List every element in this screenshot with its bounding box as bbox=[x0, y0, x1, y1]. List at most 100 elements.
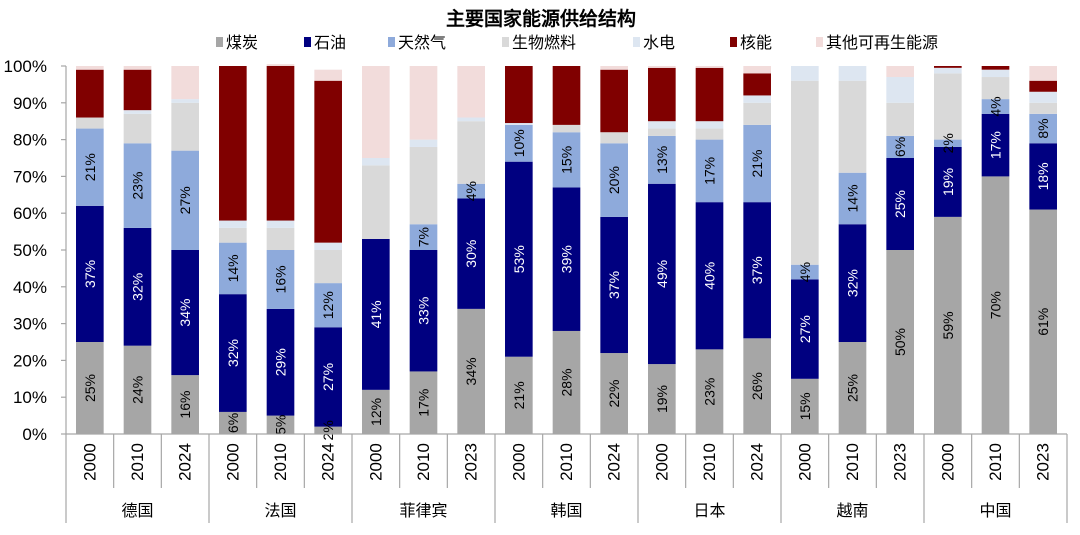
legend-swatch bbox=[304, 37, 311, 47]
bar-segment bbox=[648, 364, 676, 434]
bar-segment bbox=[123, 143, 152, 228]
bar-segment bbox=[552, 330, 581, 434]
legend-swatch bbox=[730, 37, 737, 47]
bar-segment bbox=[981, 113, 1010, 177]
bar-segment bbox=[171, 102, 199, 151]
bar-segment bbox=[1029, 80, 1057, 92]
bar-segment bbox=[838, 342, 867, 434]
data-label: 30% bbox=[463, 240, 479, 268]
data-label: 37% bbox=[606, 271, 622, 299]
bar-stack: 2% 27% 12% bbox=[314, 69, 342, 440]
bar-segment bbox=[648, 183, 676, 365]
legend-label: 水电 bbox=[643, 33, 675, 52]
bar-segment bbox=[409, 139, 438, 147]
bar-segment bbox=[838, 80, 867, 173]
bar-segment bbox=[695, 66, 724, 68]
bar-segment bbox=[219, 220, 247, 228]
x-group-label: 德国 bbox=[121, 501, 153, 520]
bar-segment bbox=[791, 378, 819, 434]
data-label: 24% bbox=[130, 376, 146, 404]
bar-segment bbox=[314, 69, 342, 81]
bar-segment bbox=[505, 123, 533, 125]
bar-stack: 70% 17% 4% bbox=[981, 66, 1010, 434]
bar-segment bbox=[552, 124, 581, 133]
bar-segment bbox=[76, 66, 104, 70]
data-label: 4% bbox=[797, 262, 813, 282]
bar-segment bbox=[219, 227, 247, 243]
data-label: 27% bbox=[320, 363, 336, 391]
x-group-label: 法国 bbox=[264, 501, 296, 520]
data-label: 17% bbox=[988, 131, 1004, 159]
data-label: 50% bbox=[892, 328, 908, 356]
data-label: 19% bbox=[940, 168, 956, 196]
bar-segment bbox=[123, 110, 152, 114]
bar-segment bbox=[1029, 209, 1057, 434]
bar-segment bbox=[409, 371, 438, 434]
data-label: 28% bbox=[559, 368, 575, 396]
bar-segment bbox=[171, 66, 199, 100]
x-tick-label: 2000 bbox=[509, 443, 528, 481]
x-group-label: 韩国 bbox=[550, 501, 582, 520]
data-label: 41% bbox=[368, 300, 384, 328]
bar-segment bbox=[171, 375, 199, 434]
x-group-label: 越南 bbox=[836, 501, 868, 520]
legend-swatch bbox=[216, 37, 223, 47]
bar-segment bbox=[838, 224, 867, 342]
data-label: 8% bbox=[1035, 118, 1051, 138]
y-tick-label: 70% bbox=[13, 167, 47, 186]
bar-segment bbox=[934, 73, 962, 140]
x-tick-label: 2000 bbox=[366, 443, 385, 481]
bar-segment bbox=[505, 356, 533, 434]
bar-segment bbox=[123, 66, 152, 70]
bar-segment bbox=[648, 67, 676, 122]
legend-swatch bbox=[502, 37, 509, 47]
data-label: 59% bbox=[940, 311, 956, 339]
data-label: 27% bbox=[177, 186, 193, 214]
x-tick-label: 2024 bbox=[319, 443, 338, 481]
legend-item: 天然气 bbox=[388, 33, 446, 52]
bar-segment bbox=[600, 143, 628, 217]
bar-segment bbox=[457, 198, 485, 309]
bar-stack: 17% 33% 7% bbox=[409, 66, 438, 434]
bar-segment bbox=[791, 66, 819, 81]
bar-stack: 25% 32% 14% bbox=[838, 66, 867, 434]
data-label: 19% bbox=[654, 385, 670, 413]
bar-segment bbox=[552, 132, 581, 188]
bar-stack: 19% 49% 13% bbox=[648, 66, 676, 434]
bar-segment bbox=[266, 66, 295, 221]
data-label: 21% bbox=[82, 153, 98, 181]
bar-stack: 61% 18% 8% bbox=[1029, 66, 1057, 434]
x-group-label: 日本 bbox=[693, 501, 725, 520]
data-label: 20% bbox=[606, 166, 622, 194]
bar-segment bbox=[1029, 91, 1057, 103]
data-label: 40% bbox=[702, 262, 718, 290]
x-tick-label: 2000 bbox=[223, 443, 242, 481]
data-label: 13% bbox=[654, 146, 670, 174]
bar-segment bbox=[838, 172, 867, 225]
data-label: 21% bbox=[749, 150, 765, 178]
bar-segment bbox=[743, 202, 771, 339]
data-label: 34% bbox=[177, 299, 193, 327]
bar-segment bbox=[695, 121, 724, 129]
bar-segment bbox=[123, 69, 152, 111]
bar-segment bbox=[648, 66, 676, 68]
bar-segment bbox=[266, 220, 295, 228]
bar-segment bbox=[981, 77, 1010, 100]
bar-segment bbox=[886, 102, 914, 136]
x-tick-label: 2024 bbox=[176, 443, 195, 481]
bar-segment bbox=[266, 227, 295, 250]
bar-segment bbox=[1029, 143, 1057, 210]
data-label: 49% bbox=[654, 260, 670, 288]
bar-segment bbox=[695, 67, 724, 122]
bar-segment bbox=[457, 183, 485, 199]
data-label: 10% bbox=[511, 129, 527, 157]
bar-segment bbox=[552, 66, 581, 125]
y-tick-label: 20% bbox=[13, 351, 47, 370]
bar-segment bbox=[981, 99, 1010, 114]
bar-stack: 16% 34% 27% bbox=[171, 66, 199, 434]
data-label: 33% bbox=[416, 297, 432, 325]
bar-segment bbox=[600, 132, 628, 144]
bar-segment bbox=[981, 176, 1010, 434]
data-label: 2% bbox=[320, 420, 336, 440]
legend-swatch bbox=[388, 37, 395, 47]
